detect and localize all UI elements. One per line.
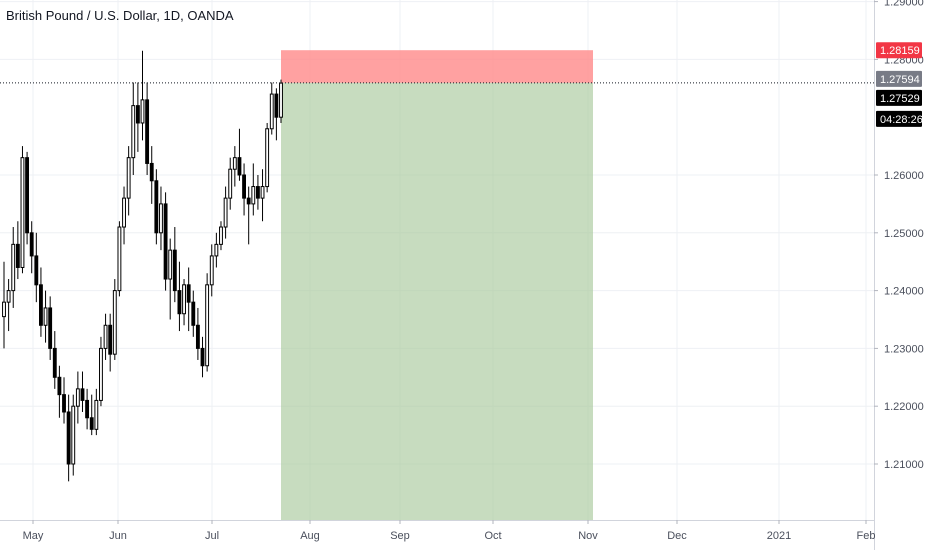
candle-up bbox=[182, 284, 186, 315]
candle-down bbox=[57, 376, 62, 396]
candle-up bbox=[265, 128, 270, 188]
price-tick-label: 1.26000 bbox=[884, 170, 924, 182]
candle-down bbox=[274, 93, 279, 118]
candle-up bbox=[126, 157, 131, 199]
candle-up bbox=[20, 157, 25, 268]
candle-down bbox=[15, 243, 20, 268]
candle-down bbox=[62, 394, 66, 413]
time-tick-label: Dec bbox=[667, 530, 687, 542]
candle-up bbox=[2, 301, 6, 318]
candle-down bbox=[237, 157, 242, 176]
candle-down bbox=[200, 347, 205, 367]
candle-down bbox=[145, 99, 150, 164]
time-tick-label: Sep bbox=[390, 530, 410, 542]
price-tick-label: 1.25000 bbox=[884, 228, 924, 240]
candle-up bbox=[279, 82, 283, 118]
time-axis[interactable]: May Jun Jul Aug Sep Oct Nov Dec 2021 Feb bbox=[23, 520, 876, 542]
candle-up bbox=[103, 324, 108, 349]
candle-up bbox=[168, 249, 173, 280]
price-tick-label: 1.21000 bbox=[884, 459, 924, 471]
chart-title: British Pound / U.S. Dollar, 1D, OANDA bbox=[6, 8, 234, 23]
candle-down bbox=[66, 411, 71, 465]
candle-down bbox=[89, 417, 94, 430]
candle-down bbox=[154, 180, 159, 234]
price-badges: 1.28159 1.27594 1.27529 04:28:26 bbox=[876, 42, 923, 127]
candle-down bbox=[52, 347, 57, 378]
stop-price-badge: 1.28159 bbox=[880, 45, 920, 57]
last-price-badge-bg bbox=[876, 70, 922, 87]
candle-up bbox=[6, 290, 11, 303]
candle-up bbox=[260, 186, 265, 199]
candle-up bbox=[11, 243, 16, 292]
candle-down bbox=[163, 203, 168, 280]
candle-up bbox=[232, 157, 237, 170]
time-tick-label: Feb bbox=[857, 530, 876, 542]
candle-down bbox=[39, 284, 43, 326]
price-tick-label: 1.23000 bbox=[884, 343, 924, 355]
price-tick-label: 1.24000 bbox=[884, 286, 924, 298]
candle-up bbox=[223, 197, 228, 228]
target-price-badge-bg bbox=[876, 89, 922, 106]
candle-up bbox=[219, 226, 223, 245]
time-tick-label: Oct bbox=[484, 530, 501, 542]
candle-up bbox=[214, 243, 219, 257]
candle-up bbox=[71, 405, 76, 465]
time-tick-label: Jun bbox=[109, 530, 127, 542]
last-price-badge: 1.27594 bbox=[880, 74, 920, 86]
time-tick-label: Aug bbox=[300, 530, 320, 542]
candle-down bbox=[80, 388, 85, 401]
candle-down bbox=[48, 307, 53, 349]
candle-down bbox=[85, 399, 90, 419]
candle-up bbox=[112, 290, 117, 355]
time-tick-label: Nov bbox=[578, 530, 598, 542]
bar-countdown-badge: 04:28:26 bbox=[880, 114, 923, 126]
candle-down bbox=[34, 255, 39, 286]
candle-up bbox=[117, 226, 122, 292]
target-price-badge: 1.27529 bbox=[880, 93, 920, 105]
candle-down bbox=[191, 301, 196, 326]
price-tick-label: 1.22000 bbox=[884, 401, 924, 413]
candlestick-series bbox=[2, 50, 283, 482]
take-profit-zone[interactable] bbox=[281, 82, 593, 521]
candle-up bbox=[159, 203, 163, 234]
candle-down bbox=[246, 197, 251, 205]
candle-down bbox=[149, 162, 154, 182]
candle-down bbox=[108, 324, 113, 355]
candle-down bbox=[195, 324, 200, 349]
stop-loss-zone[interactable] bbox=[281, 50, 593, 83]
stop-price-badge-bg bbox=[876, 42, 922, 59]
candle-down bbox=[25, 157, 30, 234]
bar-countdown-badge-bg bbox=[876, 110, 922, 127]
candle-down bbox=[242, 174, 246, 199]
candle-up bbox=[209, 255, 214, 286]
candle-up bbox=[140, 99, 145, 124]
candle-up bbox=[75, 388, 80, 407]
candle-up bbox=[99, 347, 103, 401]
candle-up bbox=[122, 197, 126, 228]
time-tick-label: 2021 bbox=[767, 530, 791, 542]
price-tick-label: 1.29000 bbox=[884, 0, 924, 9]
candle-up bbox=[131, 105, 136, 159]
candle-down bbox=[172, 249, 177, 292]
candle-up bbox=[251, 186, 256, 205]
candle-down bbox=[186, 284, 191, 303]
candle-up bbox=[94, 399, 99, 430]
candle-up bbox=[205, 284, 210, 367]
candle-down bbox=[255, 186, 260, 199]
candle-down bbox=[177, 290, 182, 315]
candle-up bbox=[228, 168, 233, 199]
price-axis[interactable]: 1.21000 1.22000 1.23000 1.24000 1.25000 1.260… bbox=[874, 0, 924, 471]
candle-up bbox=[269, 93, 274, 130]
time-tick-label: Jul bbox=[205, 530, 219, 542]
time-tick-label: May bbox=[23, 530, 44, 542]
candle-up bbox=[43, 307, 48, 326]
candle-down bbox=[29, 232, 34, 257]
candle-down bbox=[135, 105, 140, 124]
